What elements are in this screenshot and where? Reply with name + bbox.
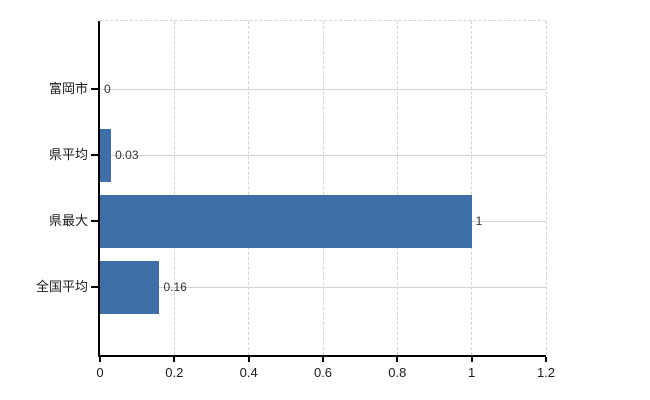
v-gridline: [322, 21, 324, 355]
plot-right-border: [546, 21, 547, 355]
value-label: 0.03: [115, 148, 139, 162]
y-tick: [91, 220, 98, 222]
x-tick: [470, 357, 473, 362]
value-label: 1: [475, 214, 483, 228]
x-tick-label: 0.6: [313, 365, 333, 380]
y-axis-line: [98, 21, 100, 357]
value-label: 0.16: [163, 280, 187, 294]
value-label: 0: [104, 82, 111, 96]
x-tick-label: 1.2: [536, 365, 556, 380]
x-tick: [247, 357, 250, 362]
y-tick: [91, 88, 98, 90]
x-tick-label: 0: [96, 365, 104, 380]
v-gridline: [248, 21, 250, 355]
bar: [100, 128, 112, 182]
x-tick: [173, 357, 176, 362]
category-label: 県平均: [48, 147, 88, 162]
x-tick-label: 1: [468, 365, 476, 380]
x-tick: [99, 357, 101, 362]
y-tick: [91, 286, 98, 288]
x-tick: [396, 357, 399, 362]
x-tick: [322, 357, 324, 362]
v-gridline: [471, 21, 473, 355]
plot-top-border: [100, 20, 546, 21]
category-label: 県最大: [48, 213, 88, 228]
category-label: 富岡市: [48, 81, 88, 96]
plot-area: 0 0.03 1 0.16 富岡市県平均県最大全国平均 0 0.2 0.4 0.6 0.8 1 1.2: [36, 20, 555, 380]
x-tick: [545, 357, 547, 362]
category-label: 全国平均: [35, 279, 88, 294]
x-axis-line: [98, 355, 546, 357]
bar: [100, 260, 160, 314]
bar: [100, 194, 472, 248]
y-tick: [91, 154, 98, 156]
v-gridline: [173, 21, 175, 355]
v-gridline: [396, 21, 398, 355]
x-tick-label: 0.8: [388, 365, 407, 380]
x-tick-label: 0.4: [239, 365, 258, 380]
x-tick-label: 0.2: [165, 365, 184, 380]
